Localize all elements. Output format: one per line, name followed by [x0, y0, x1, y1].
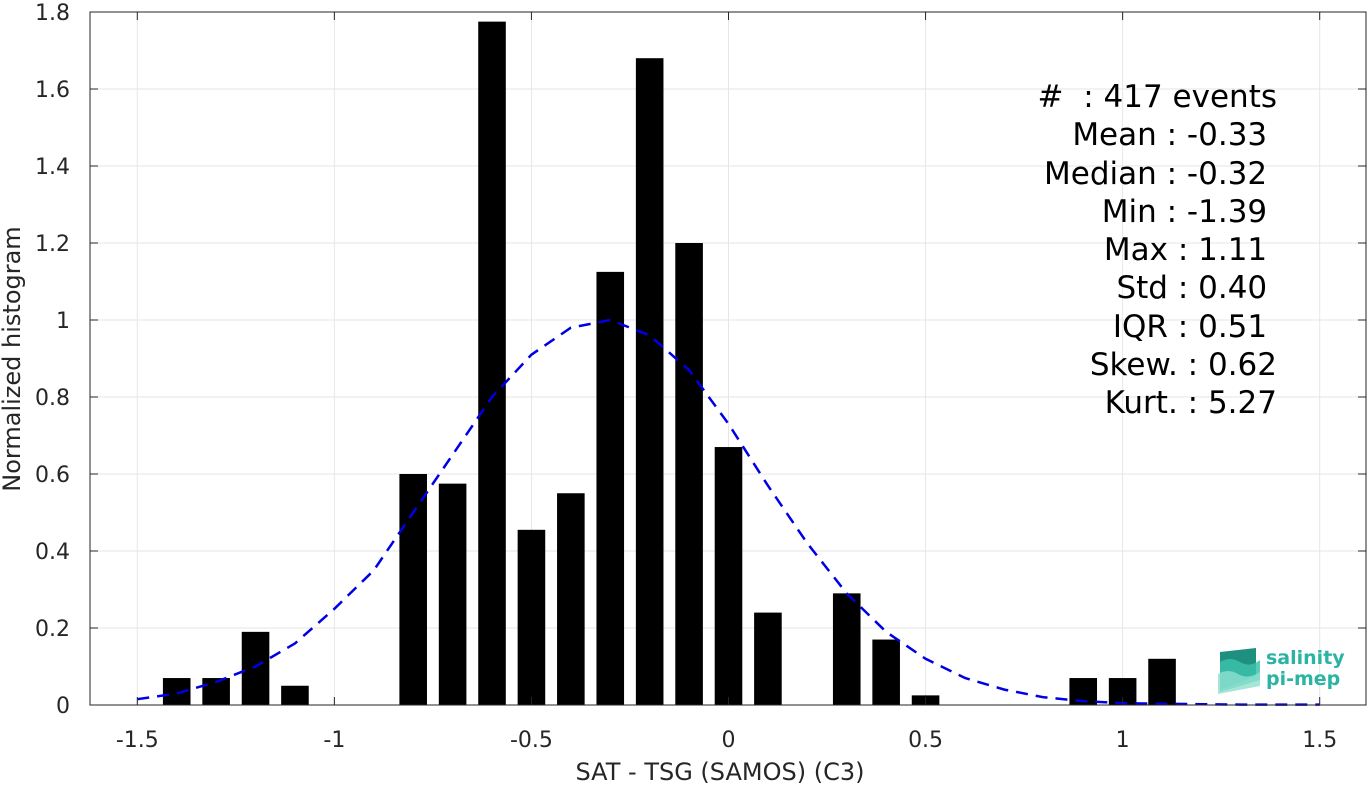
bar-2 — [241, 631, 270, 705]
stat-max: Max : 1.11 — [1103, 232, 1277, 269]
logo-line1: salinity — [1266, 647, 1345, 669]
stat-kurt: Kurt. : 5.27 — [1104, 385, 1277, 422]
bar-19 — [1148, 658, 1176, 705]
bar-15 — [872, 639, 900, 705]
y-tick-label-9: 1.8 — [35, 1, 70, 26]
bar-14 — [832, 593, 861, 705]
x-tick-label-1: -1 — [323, 728, 345, 753]
logo-wave-icon — [1218, 648, 1260, 694]
stat-skew: Skew. : 0.62 — [1089, 347, 1277, 384]
stat-iqr: IQR : 0.51 — [1112, 308, 1277, 345]
y-tick-label-3: 0.6 — [35, 463, 70, 488]
y-ticks: 0 0.2 0.4 0.6 0.8 1 1.2 1.4 1.6 1.8 — [35, 1, 1366, 719]
bar-9 — [596, 271, 625, 705]
y-tick-label-1: 0.2 — [35, 617, 70, 642]
stat-min: Min : -1.39 — [1101, 193, 1277, 230]
x-tick-label-4: 0.5 — [908, 728, 943, 753]
y-tick-label-0: 0 — [56, 694, 70, 719]
x-ticks: -1.5 -1 -0.5 0 0.5 1 1.5 — [116, 12, 1337, 753]
bar-12 — [714, 447, 743, 705]
stat-std: Std : 0.40 — [1116, 270, 1277, 307]
x-tick-label-5: 1 — [1116, 728, 1130, 753]
bar-7 — [517, 529, 546, 705]
bar-5 — [438, 483, 467, 705]
y-tick-label-2: 0.4 — [35, 540, 70, 565]
y-axis-label: Normalized histogram — [0, 226, 26, 491]
salinity-pimep-logo: salinity pi-mep — [1216, 646, 1346, 696]
logo-line2: pi-mep — [1266, 668, 1341, 690]
x-tick-label-6: 1.5 — [1302, 728, 1337, 753]
x-tick-label-2: -0.5 — [510, 728, 553, 753]
y-tick-label-4: 0.8 — [35, 386, 70, 411]
x-axis-label: SAT - TSG (SAMOS) (C3) — [576, 758, 865, 785]
stat-count: # : 417 events — [1037, 79, 1277, 115]
bar-6 — [478, 21, 506, 705]
bar-8 — [557, 493, 585, 705]
bar-4 — [399, 474, 427, 705]
bars — [162, 21, 1176, 705]
stat-median: Median : -0.32 — [1044, 155, 1277, 192]
y-tick-label-7: 1.4 — [35, 155, 70, 180]
x-tick-label-0: -1.5 — [116, 728, 159, 753]
bar-13 — [754, 612, 782, 705]
y-tick-label-6: 1.2 — [35, 232, 70, 257]
y-tick-label-8: 1.6 — [35, 78, 70, 103]
bar-10 — [635, 58, 664, 705]
y-tick-label-5: 1 — [56, 309, 70, 334]
stats-box: # : 417 events Mean : -0.33 Median : -0.… — [1038, 78, 1277, 423]
x-tick-label-3: 0 — [722, 728, 736, 753]
bar-3 — [281, 685, 309, 705]
stat-mean: Mean : -0.33 — [1072, 117, 1277, 154]
bar-11 — [675, 243, 703, 705]
